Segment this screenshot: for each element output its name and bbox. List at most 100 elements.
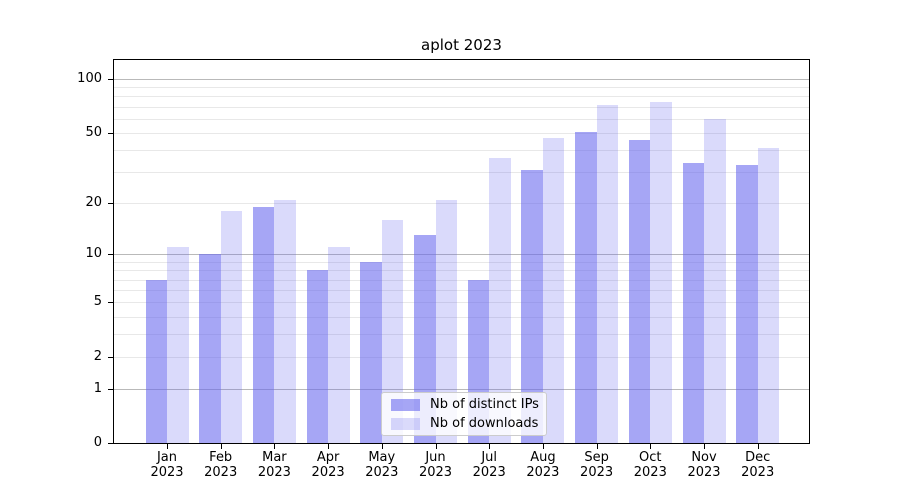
legend-swatch-distinct-ips <box>391 398 420 411</box>
gridline-minor <box>114 279 809 281</box>
gridline-minor <box>114 203 809 205</box>
year-label: 2023 <box>741 465 775 480</box>
bar-distinct-ips-may <box>360 261 382 443</box>
bar-downloads-apr <box>328 247 350 443</box>
x-tick-label-aug: Aug 2023 <box>511 450 575 480</box>
x-tick <box>381 443 383 449</box>
year-label: 2023 <box>204 465 238 480</box>
gridline-minor <box>114 96 809 98</box>
month-label: Jul <box>481 450 498 465</box>
year-label: 2023 <box>526 465 560 480</box>
legend-swatch-downloads <box>391 417 420 430</box>
y-tick <box>108 389 113 391</box>
x-tick-label-may: May 2023 <box>350 450 414 480</box>
gridline-minor <box>114 270 809 272</box>
x-tick-label-dec: Dec 2023 <box>726 450 790 480</box>
gridline-minor <box>114 316 809 318</box>
month-label: Aug <box>530 450 556 465</box>
year-label: 2023 <box>257 465 291 480</box>
x-tick <box>435 443 437 449</box>
bar-distinct-ips-jun <box>414 235 436 443</box>
gridline-minor <box>114 172 809 174</box>
gridline-minor <box>114 118 809 120</box>
right-spine <box>809 59 810 444</box>
month-label: Sep <box>584 450 609 465</box>
legend-label-downloads: Nb of downloads <box>430 416 539 431</box>
x-axis-spine <box>113 443 810 444</box>
gridline-minor <box>114 290 809 292</box>
bar-distinct-ips-apr <box>306 270 329 443</box>
bar-downloads-feb <box>220 211 243 443</box>
gridline-minor <box>114 334 809 336</box>
bar-downloads-aug <box>542 137 565 443</box>
y-tick <box>108 302 113 304</box>
gridline-minor <box>114 150 809 152</box>
legend-item-distinct-ips: Nb of distinct IPs <box>382 397 546 412</box>
year-label: 2023 <box>633 465 667 480</box>
gridline-minor <box>114 106 809 108</box>
x-tick <box>274 443 276 449</box>
x-tick-label-jun: Jun 2023 <box>404 450 468 480</box>
y-tick-label: 100 <box>77 71 102 86</box>
gridline-major <box>114 389 809 391</box>
bar-downloads-may <box>381 219 404 443</box>
month-label: Nov <box>691 450 717 465</box>
y-tick <box>108 443 113 444</box>
bar-downloads-jan <box>167 247 189 443</box>
bar-downloads-dec <box>757 148 780 443</box>
y-tick <box>108 254 113 256</box>
legend-item-downloads: Nb of downloads <box>382 416 546 431</box>
x-tick <box>167 443 168 449</box>
gridline-major <box>114 254 809 256</box>
year-label: 2023 <box>150 465 184 480</box>
x-tick <box>542 443 544 449</box>
x-tick <box>596 443 598 449</box>
month-label: Feb <box>209 450 233 465</box>
bar-downloads-oct <box>650 101 672 443</box>
x-tick <box>704 443 705 449</box>
legend: Nb of distinct IPs Nb of downloads <box>381 392 547 436</box>
y-tick <box>108 357 113 359</box>
y-tick <box>108 79 113 80</box>
gridline-major <box>114 79 809 80</box>
x-tick <box>328 443 330 449</box>
x-tick-label-jul: Jul 2023 <box>457 450 521 480</box>
x-tick <box>220 443 222 449</box>
legend-label-distinct-ips: Nb of distinct IPs <box>430 397 539 412</box>
month-label: May <box>368 450 396 465</box>
year-label: 2023 <box>687 465 721 480</box>
y-tick-label: 10 <box>85 246 102 262</box>
y-tick-label: 20 <box>85 195 102 211</box>
bar-downloads-nov <box>704 118 726 443</box>
bar-downloads-jun <box>435 199 457 443</box>
x-tick-label-apr: Apr 2023 <box>296 450 360 480</box>
y-tick-label: 0 <box>93 435 102 450</box>
x-tick <box>757 443 759 449</box>
gridline-minor <box>114 261 809 263</box>
bar-distinct-ips-aug <box>521 169 543 443</box>
bar-downloads-mar <box>274 199 296 443</box>
year-label: 2023 <box>311 465 345 480</box>
bar-distinct-ips-sep <box>575 131 597 443</box>
y-tick-label: 5 <box>93 294 102 310</box>
y-tick-label: 2 <box>93 349 102 365</box>
month-label: Oct <box>639 450 662 465</box>
bar-downloads-jul <box>489 158 511 443</box>
x-tick-label-sep: Sep 2023 <box>565 450 629 480</box>
plot-area <box>113 59 810 444</box>
y-axis-spine <box>113 59 114 444</box>
bar-distinct-ips-mar <box>252 207 275 443</box>
gridline-minor <box>114 357 809 359</box>
y-tick <box>108 133 113 135</box>
bar-distinct-ips-dec <box>736 165 758 443</box>
year-label: 2023 <box>472 465 506 480</box>
bar-distinct-ips-nov <box>682 162 704 443</box>
month-label: Jun <box>425 450 446 465</box>
bar-distinct-ips-feb <box>199 254 221 443</box>
year-label: 2023 <box>418 465 453 480</box>
y-tick-label: 1 <box>93 381 102 397</box>
x-tick-label-mar: Mar 2023 <box>242 450 306 480</box>
x-tick-label-oct: Oct 2023 <box>618 450 682 480</box>
gridline-minor <box>114 87 809 89</box>
